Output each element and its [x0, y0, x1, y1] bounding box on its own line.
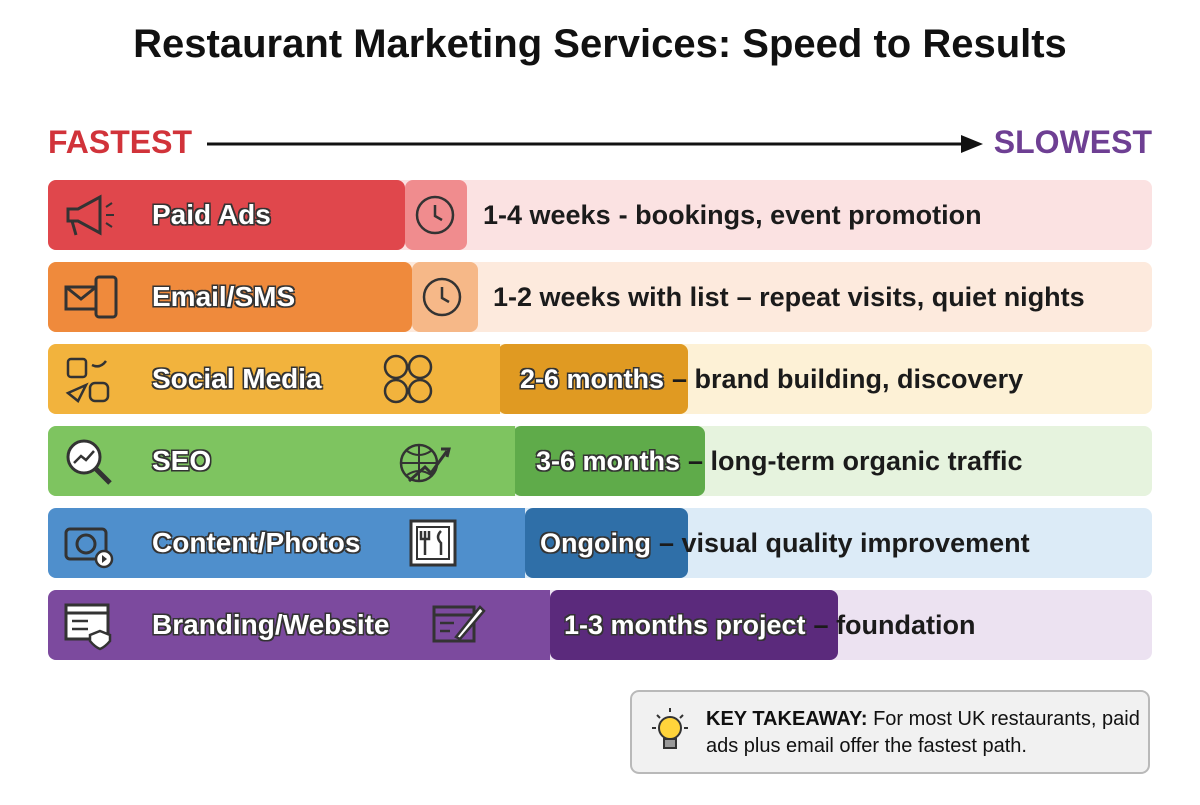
detail: – long-term organic traffic: [688, 446, 1023, 476]
service-description: 1-4 weeks - bookings, event promotion: [483, 180, 982, 250]
detail: – repeat visits, quiet nights: [736, 282, 1085, 312]
timeframe-icon: [430, 597, 488, 660]
service-row: Branding/Website 1-3 months project – foun…: [48, 590, 1152, 660]
timeframe: 1-3 months project: [564, 610, 806, 640]
service-name: Social Media: [152, 363, 322, 394]
takeaway-text: KEY TAKEAWAY: For most UK restaurants, p…: [706, 706, 1146, 760]
timeframe: 1-4 weeks: [483, 200, 611, 230]
icon: [399, 443, 451, 483]
icon: [409, 519, 457, 567]
icon: [66, 439, 112, 485]
timeframe-icon: [414, 269, 472, 332]
takeaway-box: KEY TAKEAWAY: For most UK restaurants, p…: [630, 690, 1150, 774]
service-name: Content/Photos: [152, 527, 361, 558]
bulb-icon: [652, 708, 688, 749]
timeframe: Ongoing: [540, 528, 651, 558]
detail: – brand building, discovery: [672, 364, 1024, 394]
service-row: Paid Ads 1-4 weeks - bookings, event promo…: [48, 180, 1152, 250]
service-icon: [60, 597, 118, 660]
service-name: Paid Ads: [152, 199, 271, 230]
timeframe: 3-6 months: [536, 446, 681, 476]
service-description: Ongoing – visual quality improvement: [540, 508, 1030, 578]
scale-end: SLOWEST: [993, 124, 1152, 160]
icon: [64, 275, 118, 319]
icon: [432, 605, 486, 643]
icon: [422, 277, 462, 317]
icon: [415, 195, 455, 235]
detail: - bookings, event promotion: [618, 200, 982, 230]
timeframe-highlight: [550, 590, 838, 660]
timeframe: 1-2 weeks with list: [493, 282, 729, 312]
service-description: 3-6 months – long-term organic traffic: [536, 426, 1023, 496]
icon: [66, 194, 114, 236]
timeframe-highlight: [513, 426, 705, 496]
timeframe-highlight: [525, 508, 688, 578]
service-block: [48, 262, 412, 332]
timeframe-icon: [395, 433, 453, 496]
service-row: SEO 3-6 months – long-term organic traffic: [48, 426, 1152, 496]
service-description: 1-3 months project – foundation: [564, 590, 976, 660]
service-icon: [60, 269, 118, 332]
icon: [383, 354, 433, 404]
takeaway-label: KEY TAKEAWAY:: [706, 708, 868, 730]
timeframe-icon: [407, 187, 465, 250]
service-row: Content/Photos Ongoing – visual quality im…: [48, 508, 1152, 578]
icon: [65, 357, 110, 403]
service-description: 1-2 weeks with list – repeat visits, quie…: [493, 262, 1085, 332]
timeframe-icon: [405, 515, 463, 578]
detail: – visual quality improvement: [658, 528, 1030, 558]
service-icon: [60, 351, 118, 414]
service-block: [48, 344, 500, 414]
timeframe-icon: [380, 351, 438, 414]
service-icon: [60, 187, 118, 250]
service-icon: [60, 515, 118, 578]
service-row: Email/SMS 1-2 weeks with list – repeat vis…: [48, 262, 1152, 332]
service-name: Email/SMS: [152, 281, 296, 312]
scale-start: FASTEST: [48, 124, 193, 160]
icon: [64, 603, 112, 651]
speed-arrow: [207, 135, 983, 153]
title: Restaurant Marketing Services: Speed to …: [133, 22, 1067, 66]
takeaway-body: For most UK restaurants, paid ads plus e…: [706, 708, 1140, 757]
service-name: SEO: [152, 445, 212, 476]
timeframe: 2-6 months: [520, 364, 665, 394]
timeframe-highlight: [498, 344, 688, 414]
icon: [64, 527, 114, 569]
service-icon: [60, 433, 118, 496]
detail: – foundation: [813, 610, 976, 640]
service-row: Social Media 2-6 months – brand building, …: [48, 344, 1152, 414]
service-name: Branding/Website: [152, 609, 390, 640]
service-description: 2-6 months – brand building, discovery: [520, 344, 1023, 414]
